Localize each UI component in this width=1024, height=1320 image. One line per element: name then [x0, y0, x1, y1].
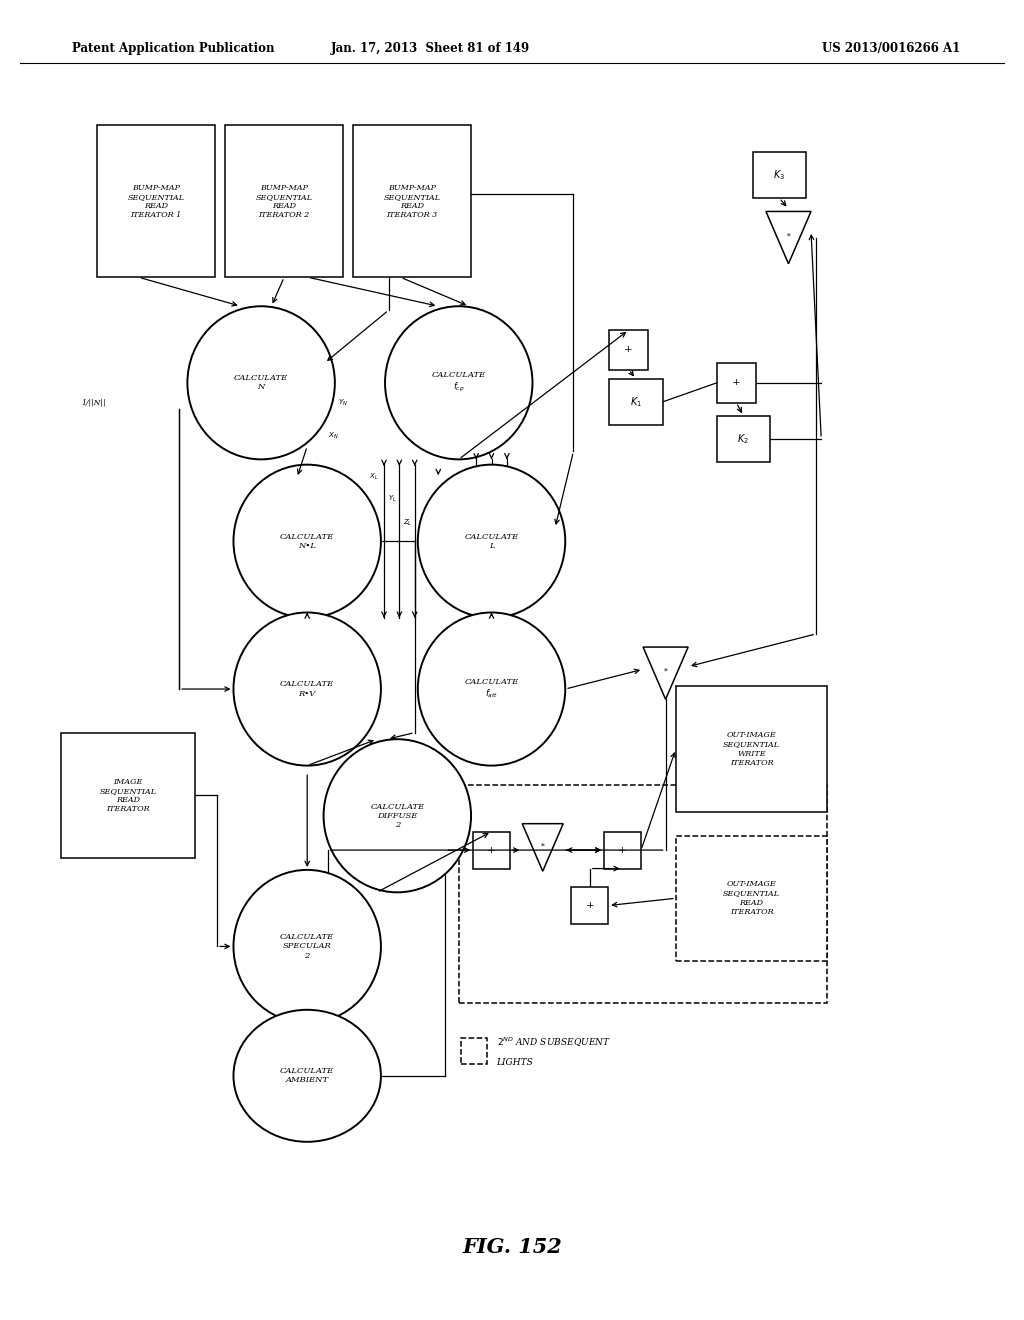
Text: $X_N$: $X_N$ [328, 430, 339, 441]
Text: $2^{ND}$ AND SUBSEQUENT: $2^{ND}$ AND SUBSEQUENT [497, 1036, 610, 1049]
Text: $Z_L$: $Z_L$ [403, 517, 413, 528]
Text: CALCULATE
R•V: CALCULATE R•V [281, 680, 334, 698]
Text: 1/||N||: 1/||N|| [82, 399, 106, 407]
Text: *: * [664, 668, 668, 676]
Text: +: + [487, 846, 496, 854]
Text: OUT-IMAGE
SEQUENTIAL
WRITE
ITERATOR: OUT-IMAGE SEQUENTIAL WRITE ITERATOR [723, 731, 780, 767]
Text: $K_1$: $K_1$ [630, 395, 642, 409]
Text: Patent Application Publication: Patent Application Publication [72, 42, 274, 55]
Text: BUMP-MAP
SEQUENTIAL
READ
ITERATOR 3: BUMP-MAP SEQUENTIAL READ ITERATOR 3 [384, 183, 440, 219]
Text: CALCULATE
SPECULAR
2: CALCULATE SPECULAR 2 [281, 933, 334, 960]
FancyBboxPatch shape [717, 363, 756, 403]
FancyBboxPatch shape [473, 832, 510, 869]
Text: +: + [586, 902, 594, 909]
Text: +: + [625, 346, 633, 354]
Text: CALCULATE
$f_{cp}$: CALCULATE $f_{cp}$ [432, 371, 485, 395]
Polygon shape [643, 647, 688, 700]
Ellipse shape [233, 612, 381, 766]
Text: $K_3$: $K_3$ [773, 168, 785, 182]
Text: *: * [786, 232, 791, 240]
FancyBboxPatch shape [61, 733, 195, 858]
Text: CALCULATE
DIFFUSE
2: CALCULATE DIFFUSE 2 [371, 803, 424, 829]
Text: CALCULATE
L: CALCULATE L [465, 532, 518, 550]
Text: +: + [732, 379, 740, 387]
Text: CALCULATE
$f_{att}$: CALCULATE $f_{att}$ [465, 678, 518, 700]
Polygon shape [766, 211, 811, 264]
Text: US 2013/0016266 A1: US 2013/0016266 A1 [821, 42, 961, 55]
FancyBboxPatch shape [353, 125, 471, 277]
FancyBboxPatch shape [717, 416, 770, 462]
Ellipse shape [418, 465, 565, 618]
FancyBboxPatch shape [604, 832, 641, 869]
Ellipse shape [324, 739, 471, 892]
Ellipse shape [385, 306, 532, 459]
Text: CALCULATE
N•L: CALCULATE N•L [281, 532, 334, 550]
Text: FIG. 152: FIG. 152 [462, 1237, 562, 1258]
FancyBboxPatch shape [609, 379, 663, 425]
Text: $Y_N$: $Y_N$ [338, 397, 348, 408]
FancyBboxPatch shape [97, 125, 215, 277]
Text: $Y_L$: $Y_L$ [388, 494, 396, 504]
Text: $K_2$: $K_2$ [737, 432, 750, 446]
FancyBboxPatch shape [676, 836, 827, 961]
Text: IMAGE
SEQUENTIAL
READ
ITERATOR: IMAGE SEQUENTIAL READ ITERATOR [99, 777, 157, 813]
Text: LIGHTS: LIGHTS [497, 1059, 534, 1067]
FancyBboxPatch shape [753, 152, 806, 198]
Polygon shape [522, 824, 563, 871]
Ellipse shape [233, 465, 381, 618]
Ellipse shape [418, 612, 565, 766]
Text: BUMP-MAP
SEQUENTIAL
READ
ITERATOR 2: BUMP-MAP SEQUENTIAL READ ITERATOR 2 [256, 183, 312, 219]
FancyBboxPatch shape [676, 686, 827, 812]
Text: Jan. 17, 2013  Sheet 81 of 149: Jan. 17, 2013 Sheet 81 of 149 [331, 42, 529, 55]
Text: *: * [541, 842, 545, 850]
Text: BUMP-MAP
SEQUENTIAL
READ
ITERATOR 1: BUMP-MAP SEQUENTIAL READ ITERATOR 1 [128, 183, 184, 219]
Text: CALCULATE
AMBIENT: CALCULATE AMBIENT [281, 1067, 334, 1085]
FancyBboxPatch shape [571, 887, 608, 924]
Text: +: + [618, 846, 627, 854]
Text: OUT-IMAGE
SEQUENTIAL
READ
ITERATOR: OUT-IMAGE SEQUENTIAL READ ITERATOR [723, 880, 780, 916]
FancyBboxPatch shape [609, 330, 648, 370]
Text: $X_L$: $X_L$ [370, 471, 379, 482]
Ellipse shape [233, 1010, 381, 1142]
Ellipse shape [187, 306, 335, 459]
Ellipse shape [233, 870, 381, 1023]
Text: CALCULATE
N: CALCULATE N [234, 374, 288, 392]
FancyBboxPatch shape [225, 125, 343, 277]
